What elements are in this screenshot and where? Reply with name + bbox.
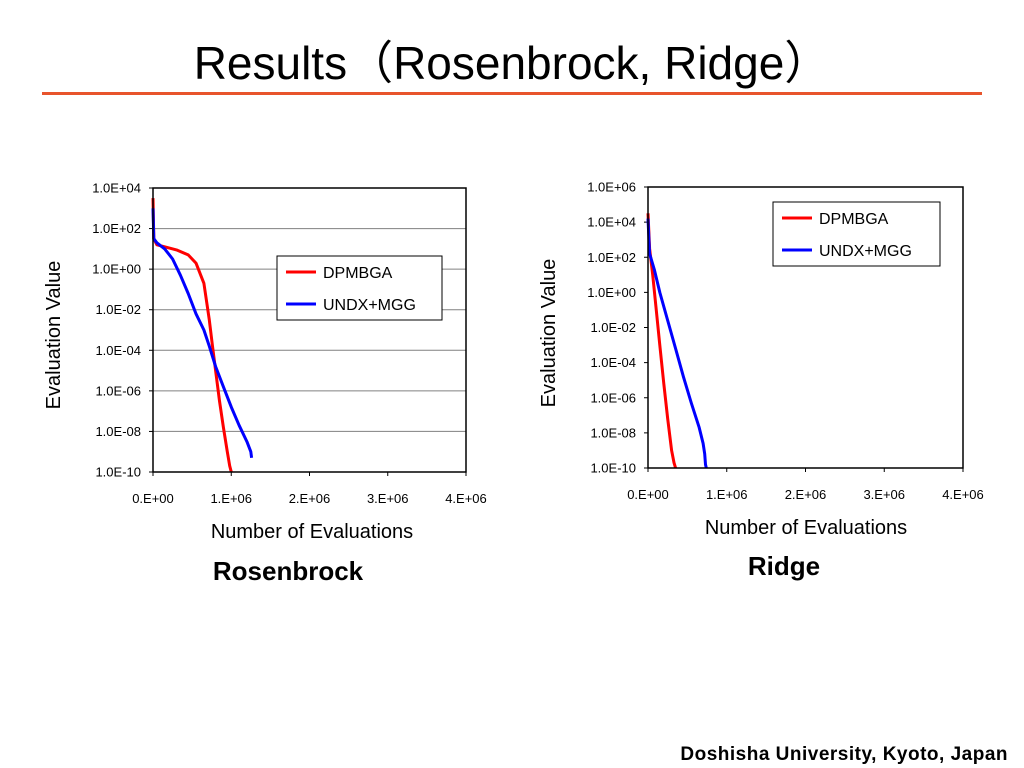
title-underline [42, 92, 982, 95]
chart2-legend-box [772, 201, 941, 267]
chart2-series-dpmbga-line [646, 213, 678, 469]
chart2-x-tick-label: 3.E+06 [863, 487, 905, 502]
chart2-y-tick-label: 1.0E+02 [587, 250, 636, 265]
chart2-x-tick-label: 2.E+06 [785, 487, 827, 502]
caption-ridge: Ridge [747, 551, 821, 581]
chart2-y-tick-label: 1.0E-04 [590, 355, 636, 370]
chart2-plot-frame [647, 186, 964, 469]
chart2-y-tick-label: 1.0E+06 [587, 180, 636, 195]
chart1-y-tick-label: 1.0E-06 [95, 383, 141, 398]
chart2-y-tick-label: 1.0E+04 [587, 215, 636, 230]
chart1-x-axis-title: Number of Evaluations [211, 521, 413, 543]
chart1-legend-label-undx-mgg: UNDX+MGG [323, 297, 416, 314]
chart1-y-tick-label: 1.0E-08 [95, 424, 141, 439]
chart1-y-tick-label: 1.0E-04 [95, 343, 141, 358]
chart1-x-tick-label: 2.E+06 [289, 491, 331, 506]
chart2-y-tick-label: 1.0E-08 [590, 425, 636, 440]
chart1-y-tick-label: 1.0E+02 [92, 221, 141, 236]
chart2-x-tick-label: 4.E+06 [942, 487, 984, 502]
chart2-y-tick-label: 1.0E-02 [590, 320, 636, 335]
footer-affiliation: Doshisha University, Kyoto, Japan [680, 744, 1008, 765]
chart1-y-tick-label: 1.0E+04 [92, 181, 141, 196]
chart2-legend-label-undx-mgg: UNDX+MGG [819, 243, 912, 260]
chart1-x-tick-label: 0.E+00 [132, 491, 174, 506]
chart1-plot-frame [152, 187, 467, 473]
chart1-series-undx-mgg-line [151, 208, 254, 458]
chart2-x-tick-label: 1.E+06 [706, 487, 748, 502]
chart1-legend-box [276, 255, 443, 321]
chart1-x-tick-label: 1.E+06 [210, 491, 252, 506]
chart2-y-tick-label: 1.0E-06 [590, 390, 636, 405]
chart1-legend-label-dpmbga: DPMBGA [323, 265, 393, 282]
chart2-x-axis-title: Number of Evaluations [705, 517, 907, 539]
chart2-x-tick-label: 0.E+00 [627, 487, 669, 502]
chart2-y-tick-label: 1.0E-10 [590, 461, 636, 476]
chart1-x-tick-label: 3.E+06 [367, 491, 409, 506]
chart1-y-tick-label: 1.0E-02 [95, 302, 141, 317]
chart1-x-tick-label: 4.E+06 [445, 491, 487, 506]
chart1-y-axis-title: Evaluation Value [43, 261, 65, 410]
chart2-y-axis-title: Evaluation Value [538, 259, 560, 408]
chart2-series-undx-mgg-line [646, 218, 708, 469]
chart1-series-dpmbga-line [151, 198, 233, 473]
chart2-legend-label-dpmbga: DPMBGA [819, 211, 889, 228]
chart1-y-tick-label: 1.0E+00 [92, 262, 141, 277]
chart1-y-tick-label: 1.0E-10 [95, 465, 141, 480]
slide-title: Results（Rosenbrock, Ridge） [193, 37, 831, 89]
caption-rosenbrock: Rosenbrock [212, 556, 364, 586]
chart2-y-tick-label: 1.0E+00 [587, 285, 636, 300]
